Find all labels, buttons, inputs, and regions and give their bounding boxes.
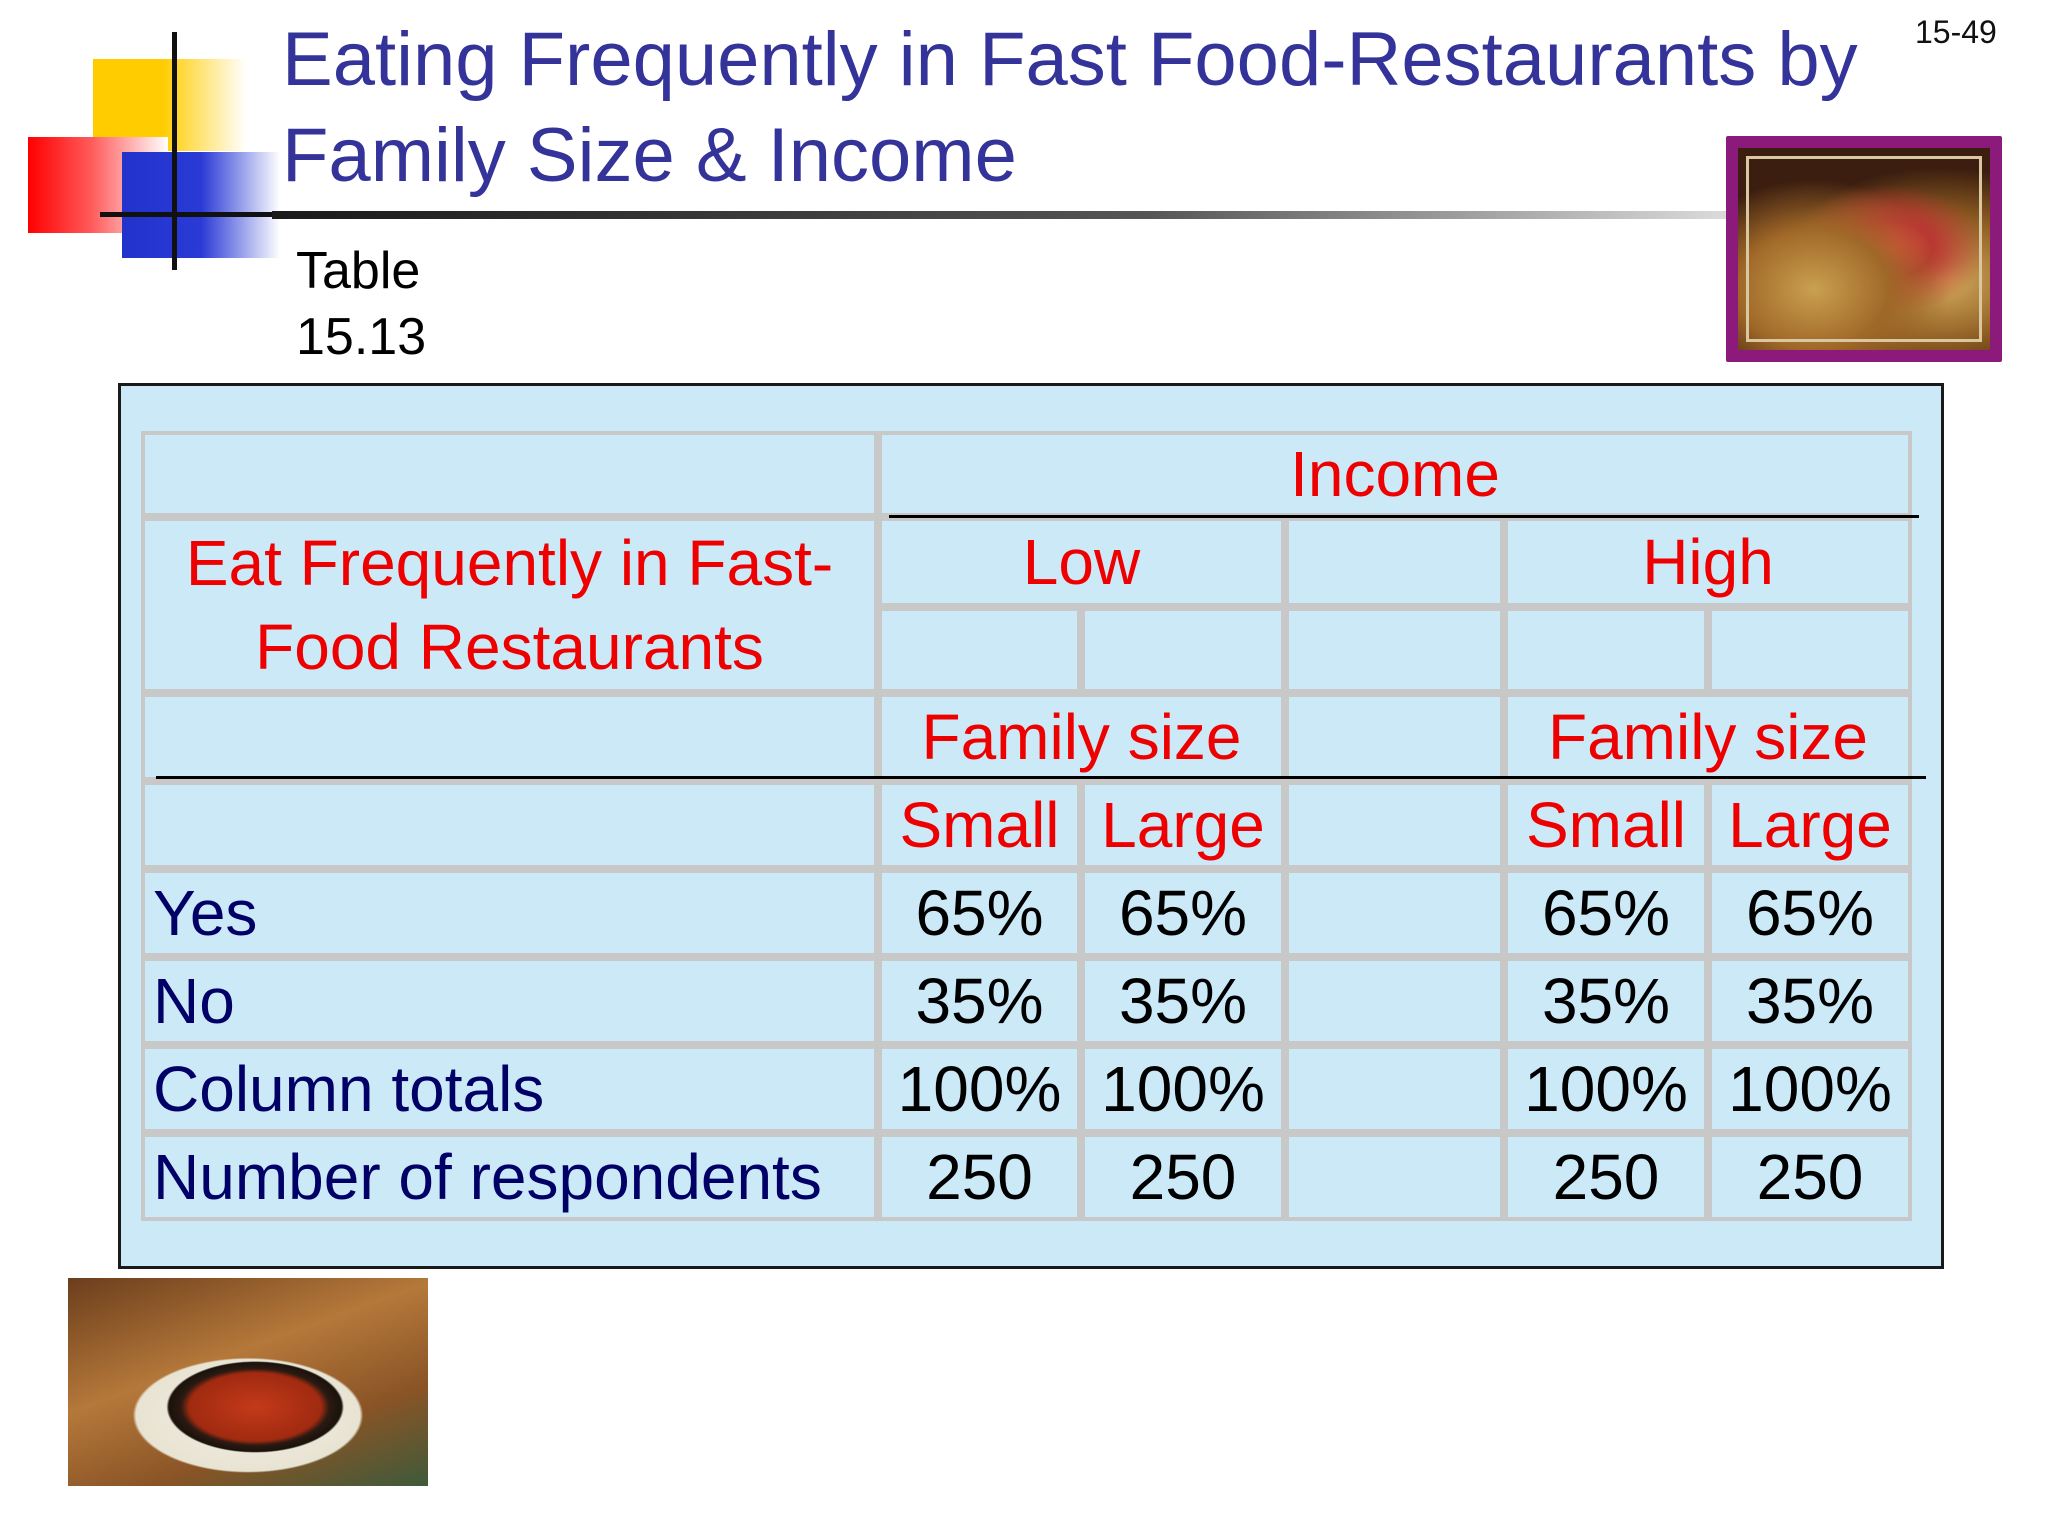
tacos-photo: [1726, 136, 2002, 362]
row-label: Column totals: [141, 1045, 878, 1133]
spacer-cell: [1285, 1045, 1504, 1133]
table-cell: 65%: [878, 869, 1081, 957]
table-cell: 65%: [1708, 869, 1912, 957]
low-large-header: Large: [1081, 781, 1285, 869]
table-cell: 100%: [1081, 1045, 1285, 1133]
table-cell: 250: [1081, 1133, 1285, 1221]
low-small-header: Small: [878, 781, 1081, 869]
family-size-low-header: Family size: [878, 693, 1285, 781]
table-cell: 65%: [1081, 869, 1285, 957]
empty-cell: [878, 607, 1081, 693]
pizza-photo: [68, 1278, 428, 1486]
spacer-cell: [1285, 693, 1504, 781]
corner-cell: [141, 431, 878, 517]
slide-number: 15-49: [1915, 14, 1997, 50]
empty-cell: [1708, 607, 1912, 693]
income-low-header: Low: [878, 517, 1285, 607]
table-cell: 100%: [1504, 1045, 1708, 1133]
empty-label-cell: [141, 693, 878, 781]
table-cell: 35%: [1708, 957, 1912, 1045]
table-cell: 35%: [878, 957, 1081, 1045]
table-panel: Income Eat Frequently in Fast-Food Resta…: [118, 383, 1944, 1269]
table-cell: 250: [1504, 1133, 1708, 1221]
spacer-cell: [1285, 517, 1504, 607]
decor-horizontal-line: [100, 212, 272, 217]
table-cell: 100%: [878, 1045, 1081, 1133]
table-cell: 65%: [1504, 869, 1708, 957]
table-cell: 35%: [1081, 957, 1285, 1045]
table-label: Table 15.13: [296, 242, 427, 366]
row-label: Yes: [141, 869, 878, 957]
high-small-header: Small: [1504, 781, 1708, 869]
spacer-cell: [1285, 869, 1504, 957]
row-label: No: [141, 957, 878, 1045]
decor-blue-square: [122, 152, 280, 258]
empty-label-cell: [141, 781, 878, 869]
income-rule: [889, 515, 1919, 518]
spacer-cell: [1285, 1133, 1504, 1221]
decor-vertical-line: [172, 32, 177, 270]
spacer-cell: [1285, 607, 1504, 693]
slide-title: Eating Frequently in Fast Food-Restauran…: [282, 17, 1858, 198]
decor-yellow-square: [93, 59, 246, 151]
income-high-header: High: [1504, 517, 1912, 607]
table-cell: 100%: [1708, 1045, 1912, 1133]
empty-cell: [1081, 607, 1285, 693]
row-header: Eat Frequently in Fast-Food Restaurants: [141, 517, 878, 693]
family-size-high-header: Family size: [1504, 693, 1912, 781]
table-cell: 250: [1708, 1133, 1912, 1221]
row-label: Number of respondents: [141, 1133, 878, 1221]
title-underline: [272, 211, 1732, 219]
income-header: Income: [878, 431, 1912, 517]
empty-cell: [1504, 607, 1708, 693]
table-cell: 35%: [1504, 957, 1708, 1045]
table-cell: 250: [878, 1133, 1081, 1221]
spacer-cell: [1285, 957, 1504, 1045]
high-large-header: Large: [1708, 781, 1912, 869]
family-size-rule: [156, 776, 1926, 779]
spacer-cell: [1285, 781, 1504, 869]
